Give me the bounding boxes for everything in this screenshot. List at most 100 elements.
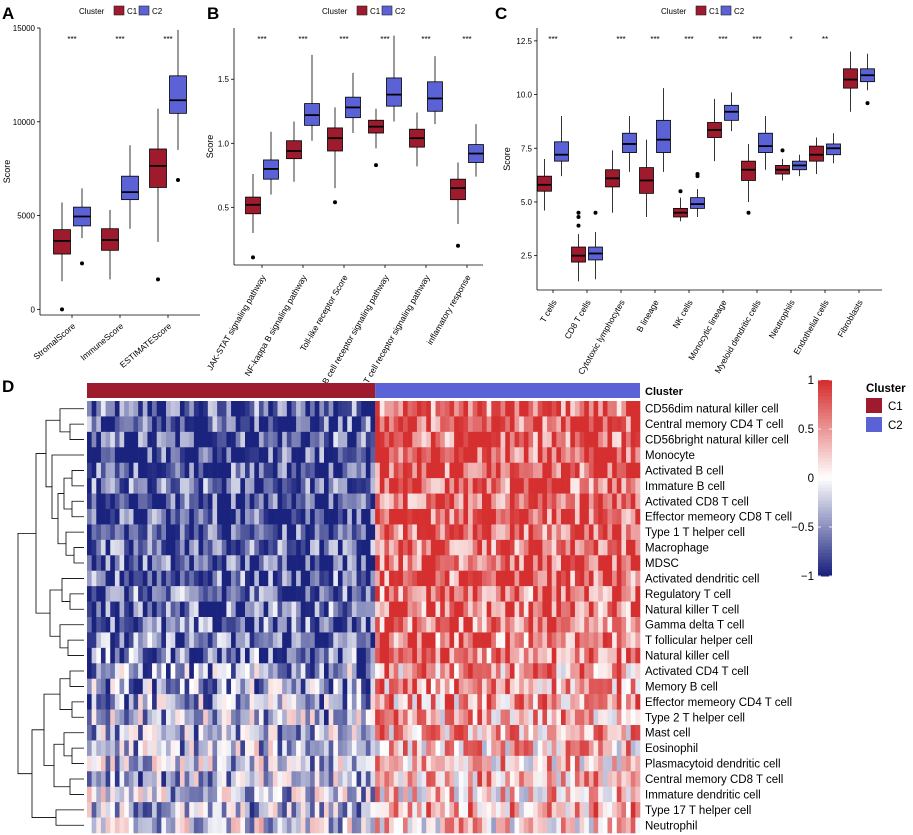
heatmap-cell bbox=[449, 771, 455, 788]
heatmap-cell bbox=[551, 817, 557, 834]
heatmap-cell bbox=[161, 771, 167, 788]
heatmap-cell bbox=[537, 678, 543, 695]
heatmap-cell bbox=[333, 416, 339, 433]
heatmap-cell bbox=[607, 509, 613, 525]
heatmap-cell bbox=[203, 740, 209, 757]
heatmap-cell bbox=[212, 416, 218, 433]
heatmap-cell bbox=[468, 570, 474, 587]
heatmap-cell bbox=[542, 601, 548, 618]
heatmap-cell bbox=[333, 617, 339, 633]
heatmap-cell bbox=[495, 416, 501, 433]
colorbar-step bbox=[818, 536, 832, 541]
heatmap-cell bbox=[105, 431, 111, 448]
heatmap-cell bbox=[305, 786, 311, 803]
heatmap-cell bbox=[393, 586, 399, 602]
heatmap-cell bbox=[486, 771, 492, 788]
heatmap-cell bbox=[128, 694, 134, 710]
heatmap-cell bbox=[444, 493, 450, 510]
heatmap-cell bbox=[602, 524, 608, 541]
heatmap-cell bbox=[551, 524, 557, 541]
heatmap-cell bbox=[435, 524, 441, 541]
heatmap-cell bbox=[142, 617, 148, 633]
heatmap-cell bbox=[156, 663, 162, 680]
heatmap-cell bbox=[170, 617, 176, 633]
heatmap-cell bbox=[514, 509, 520, 525]
heatmap-cell bbox=[561, 401, 566, 417]
heatmap-cell bbox=[556, 539, 562, 556]
heatmap-cell bbox=[421, 771, 427, 788]
heatmap-cell bbox=[472, 586, 478, 602]
heatmap-cell bbox=[602, 586, 608, 602]
heatmap-cell bbox=[616, 431, 622, 448]
heatmap-cell bbox=[175, 431, 181, 448]
heatmap-cell bbox=[607, 447, 613, 464]
heatmap-cell bbox=[630, 431, 636, 448]
heatmap-cell bbox=[175, 478, 181, 494]
heatmap-cell bbox=[263, 431, 269, 448]
heatmap-cell bbox=[166, 524, 171, 541]
legend-swatch-c2 bbox=[138, 5, 150, 16]
heatmap-cell bbox=[519, 493, 525, 510]
legend-label-c2: C2 bbox=[395, 7, 406, 16]
heatmap-cell bbox=[365, 539, 371, 556]
heatmap-cell bbox=[454, 539, 460, 556]
heatmap-cell bbox=[328, 725, 334, 741]
heatmap-cell bbox=[505, 725, 511, 741]
heatmap-cell bbox=[626, 817, 632, 834]
heatmap-cell bbox=[551, 647, 557, 664]
heatmap-cell bbox=[533, 647, 539, 664]
heatmap-cell bbox=[403, 509, 408, 525]
heatmap-cell bbox=[621, 539, 627, 556]
heatmap-cell bbox=[217, 478, 223, 494]
heatmap-cell bbox=[161, 725, 167, 741]
heatmap-cell bbox=[119, 725, 125, 741]
heatmap-cell bbox=[142, 570, 148, 587]
heatmap-cell bbox=[574, 786, 580, 803]
heatmap-cell bbox=[91, 725, 97, 741]
heatmap-cell bbox=[351, 786, 357, 803]
heatmap-cell bbox=[365, 694, 371, 710]
heatmap-cell bbox=[365, 524, 371, 541]
heatmap-cell bbox=[612, 462, 618, 479]
heatmap-cell bbox=[463, 678, 469, 695]
heatmap-cell bbox=[533, 786, 539, 803]
heatmap-cell bbox=[286, 601, 292, 618]
heatmap-cell bbox=[533, 725, 539, 741]
heatmap-cell bbox=[217, 632, 223, 649]
heatmap-cell bbox=[598, 462, 604, 479]
heatmap-cell bbox=[495, 786, 501, 803]
heatmap-cell bbox=[472, 539, 478, 556]
heatmap-cell bbox=[347, 524, 353, 541]
heatmap-cell bbox=[500, 555, 506, 572]
heatmap-cell bbox=[138, 570, 144, 587]
heatmap-cell bbox=[593, 647, 599, 664]
heatmap-cell bbox=[458, 709, 464, 726]
heatmap-cell bbox=[161, 817, 167, 834]
heatmap-cell bbox=[500, 694, 506, 710]
heatmap-cell bbox=[486, 416, 492, 433]
heatmap-cell bbox=[500, 755, 506, 772]
heatmap-cell bbox=[203, 447, 209, 464]
colorbar-step bbox=[818, 487, 832, 492]
heatmap-cell bbox=[138, 447, 144, 464]
heatmap-cell bbox=[193, 601, 199, 618]
heatmap-cell bbox=[491, 817, 497, 834]
heatmap-cell bbox=[328, 617, 334, 633]
heatmap-cell bbox=[147, 447, 153, 464]
heatmap-cell bbox=[91, 478, 97, 494]
heatmap-cell bbox=[189, 771, 195, 788]
heatmap-cell bbox=[551, 755, 557, 772]
heatmap-cell bbox=[588, 786, 594, 803]
heatmap-cell bbox=[370, 539, 376, 556]
heatmap-cell bbox=[375, 617, 381, 633]
heatmap-cell bbox=[277, 462, 283, 479]
heatmap-cell bbox=[231, 416, 237, 433]
heatmap-cell bbox=[398, 694, 404, 710]
heatmap-cell bbox=[231, 632, 237, 649]
heatmap-cell bbox=[179, 663, 185, 680]
heatmap-cell bbox=[152, 478, 158, 494]
heatmap-cell bbox=[389, 771, 395, 788]
heatmap-cell bbox=[375, 709, 381, 726]
heatmap-cell bbox=[193, 802, 199, 818]
heatmap-cell bbox=[579, 478, 585, 494]
